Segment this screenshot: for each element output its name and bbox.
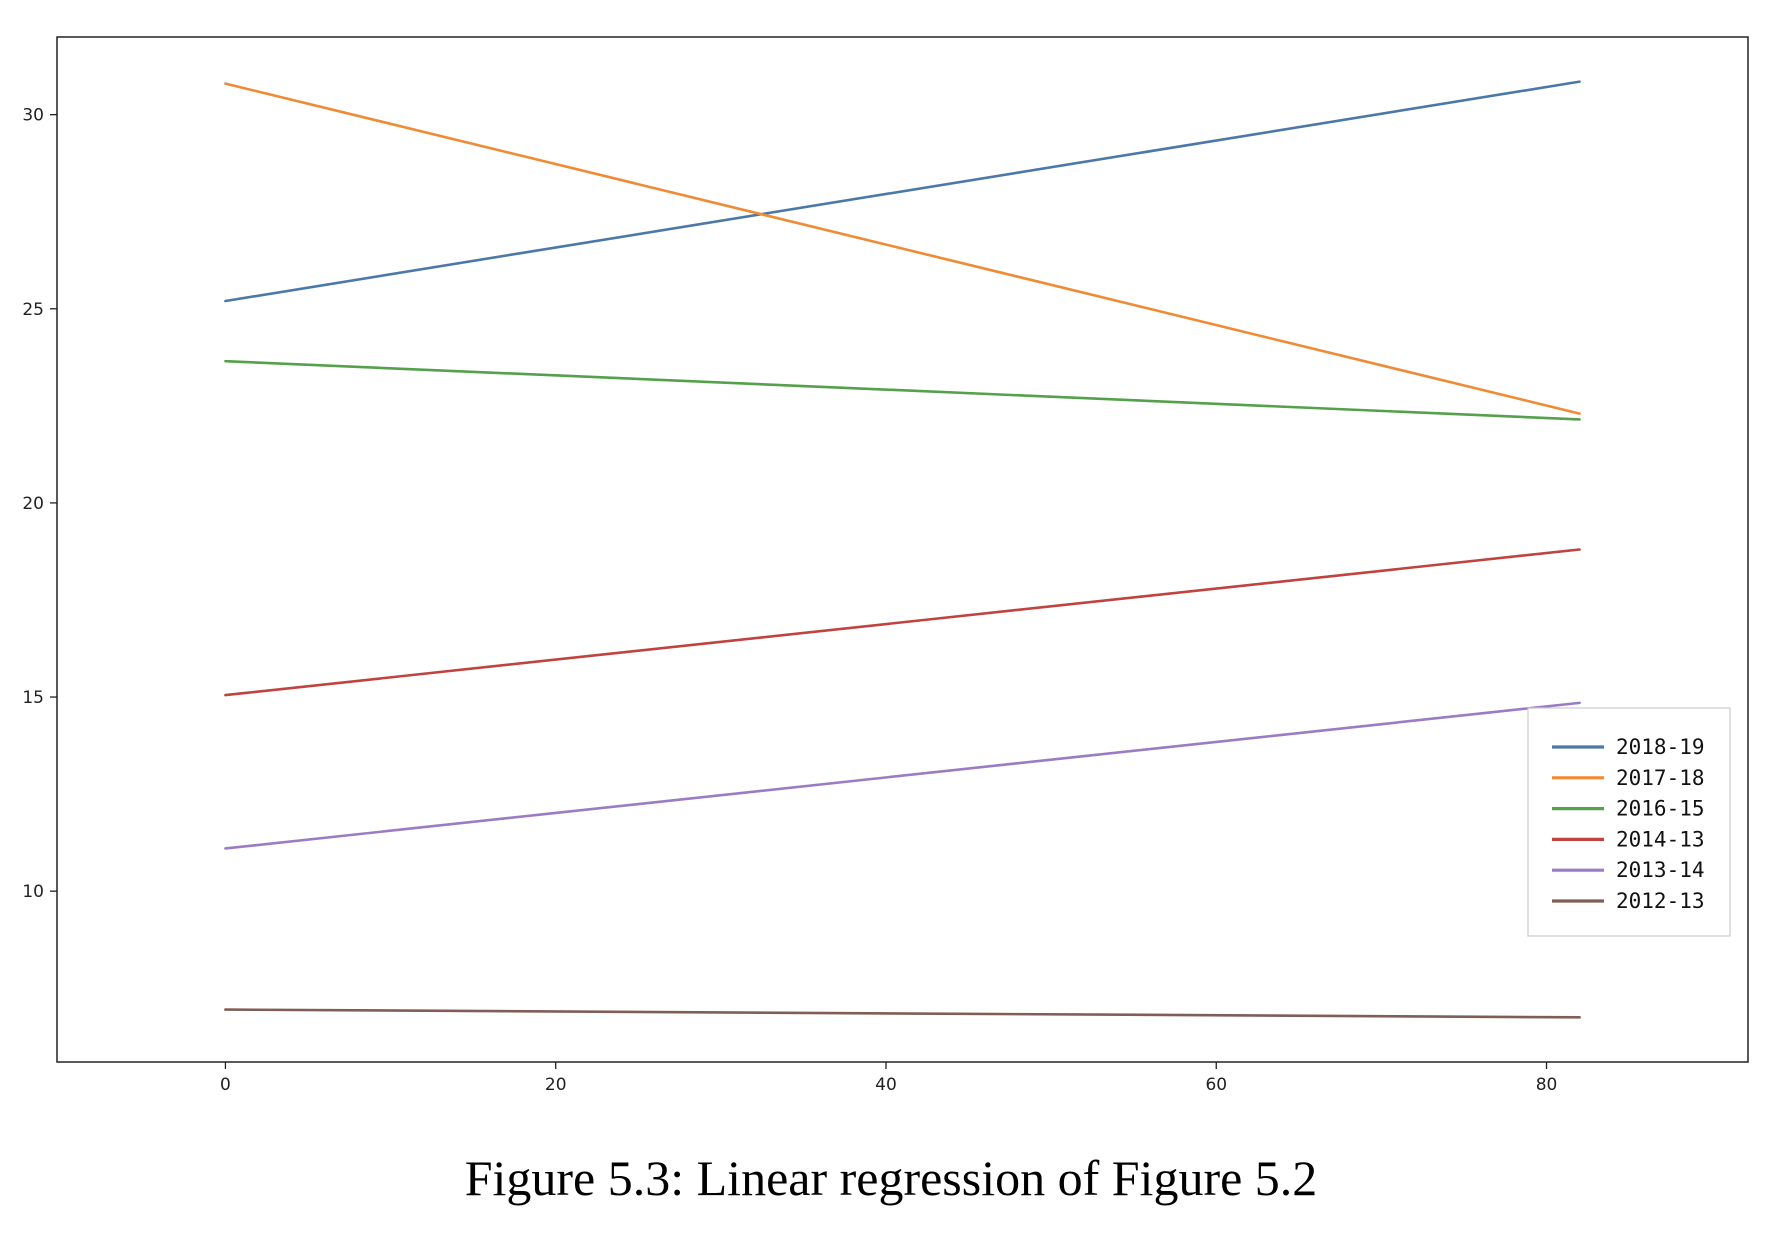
series-line-2017-18 [224,82,1581,415]
legend-label-2018-19: 2018-19 [1616,735,1705,759]
x-axis: 0 20 40 60 80 [220,1062,1557,1095]
legend-label-2013-14: 2013-14 [1616,858,1705,882]
legend-label-2017-18: 2017-18 [1616,766,1705,790]
x-tick-label-80: 80 [1536,1075,1558,1095]
y-tick-label-15: 15 [22,688,44,708]
legend-label-2014-13: 2014-13 [1616,827,1705,851]
y-tick-label-25: 25 [22,300,44,320]
legend: 2018-19 2017-18 2016-15 2014-13 2013-14 2012-… [1527,707,1731,937]
y-tick-label-30: 30 [22,106,44,126]
y-axis: 10 15 20 25 30 [22,106,57,902]
x-tick-label-40: 40 [875,1075,897,1095]
x-tick-label-20: 20 [545,1075,567,1095]
figure-caption: Figure 5.3: Linear regression of Figure … [464,1150,1318,1206]
series-line-2012-13 [224,1008,1581,1019]
y-tick-label-10: 10 [22,882,44,902]
x-tick-label-0: 0 [220,1075,231,1095]
series-line-2018-19 [224,80,1581,303]
plot-frame [56,36,1749,1063]
series-layer [224,80,1581,1019]
y-tick-label-20: 20 [22,494,44,514]
series-line-2013-14 [224,701,1581,850]
x-tick-label-60: 60 [1205,1075,1227,1095]
series-line-2014-13 [224,548,1581,697]
legend-label-2012-13: 2012-13 [1616,889,1705,913]
series-line-2016-15 [224,359,1581,421]
legend-label-2016-15: 2016-15 [1616,797,1705,821]
